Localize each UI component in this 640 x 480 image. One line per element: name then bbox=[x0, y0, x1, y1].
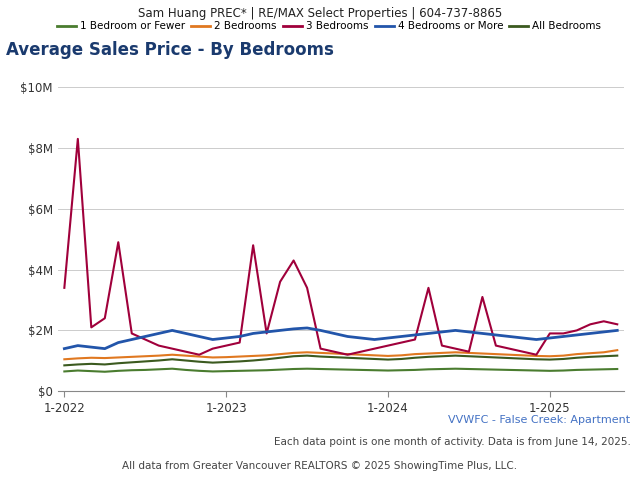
Text: Sam Huang PREC* | RE/MAX Select Properties | 604-737-8865: Sam Huang PREC* | RE/MAX Select Properti… bbox=[138, 7, 502, 20]
Text: Each data point is one month of activity. Data is from June 14, 2025.: Each data point is one month of activity… bbox=[273, 437, 630, 447]
Legend: 1 Bedroom or Fewer, 2 Bedrooms, 3 Bedrooms, 4 Bedrooms or More, All Bedrooms: 1 Bedroom or Fewer, 2 Bedrooms, 3 Bedroo… bbox=[57, 21, 602, 31]
Text: VVWFC - False Creek: Apartment: VVWFC - False Creek: Apartment bbox=[448, 415, 630, 425]
Text: All data from Greater Vancouver REALTORS © 2025 ShowingTime Plus, LLC.: All data from Greater Vancouver REALTORS… bbox=[122, 461, 518, 471]
Text: Average Sales Price - By Bedrooms: Average Sales Price - By Bedrooms bbox=[6, 41, 334, 59]
